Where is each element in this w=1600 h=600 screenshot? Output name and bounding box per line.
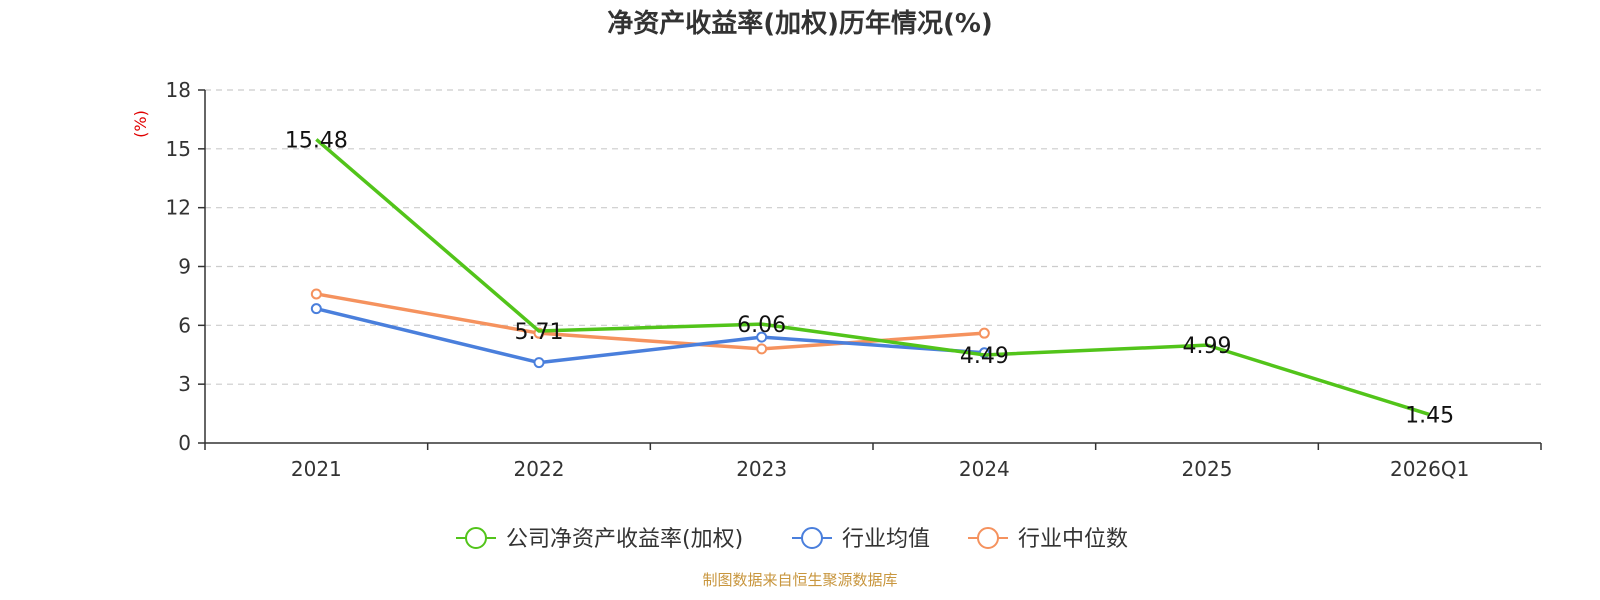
- series-1-point-0: [310, 303, 322, 315]
- chart-title: 净资产收益率(加权)历年情况(%): [607, 8, 993, 39]
- series-1-point-1: [533, 357, 545, 369]
- y-tick-label-4: 12: [166, 196, 191, 220]
- x-tick-label-2: 2023: [736, 457, 787, 481]
- legend-label-1: 行业均值: [842, 527, 930, 552]
- data-label-1: 5.71: [515, 320, 564, 345]
- data-label-5: 1.45: [1405, 404, 1454, 429]
- y-tick-label-3: 9: [178, 255, 191, 279]
- y-axis-label: (%): [131, 110, 150, 138]
- data-label-3: 4.49: [960, 344, 1009, 369]
- legend-label-2: 行业中位数: [1018, 527, 1128, 552]
- y-tick-label-5: 15: [166, 137, 191, 161]
- data-labels: 15.48 5.71 6.06 4.49 4.99 1.45: [285, 128, 1454, 428]
- series-1-point-2: [756, 331, 768, 343]
- grid-lines: [205, 89, 1541, 385]
- legend-marker-2: [977, 527, 999, 549]
- y-tick-label-2: 6: [178, 313, 191, 337]
- axes: 0 3 6 9 12 15 18 2021 2022 2023 2024 2025 2026Q1: [166, 78, 1542, 481]
- series-group: [310, 138, 1431, 417]
- series-line-0: [315, 138, 1431, 417]
- series-2-point-2: [756, 343, 768, 355]
- data-label-2: 6.06: [737, 313, 786, 338]
- data-label-0: 15.48: [285, 128, 348, 153]
- x-tick-label-1: 2022: [514, 457, 565, 481]
- series-line-1: [315, 306, 985, 365]
- legend-marker-0: [465, 527, 487, 549]
- y-tick-label-1: 3: [178, 372, 191, 396]
- x-tick-label-3: 2024: [959, 457, 1010, 481]
- x-tick-label-5: 2026Q1: [1390, 457, 1469, 481]
- series-2-point-3: [978, 327, 990, 339]
- legend: 公司净资产收益率(加权) 行业均值 行业中位数: [456, 527, 1128, 552]
- source-note: 制图数据来自恒生聚源数据库: [702, 571, 897, 589]
- y-tick-label-0: 0: [178, 431, 191, 455]
- legend-marker-1: [801, 527, 823, 549]
- data-label-4: 4.99: [1183, 334, 1232, 359]
- y-tick-label-6: 18: [166, 78, 191, 102]
- series-2-point-0: [310, 288, 322, 300]
- legend-label-0: 公司净资产收益率(加权): [506, 527, 743, 552]
- x-tick-label-4: 2025: [1182, 457, 1233, 481]
- x-tick-label-0: 2021: [291, 457, 342, 481]
